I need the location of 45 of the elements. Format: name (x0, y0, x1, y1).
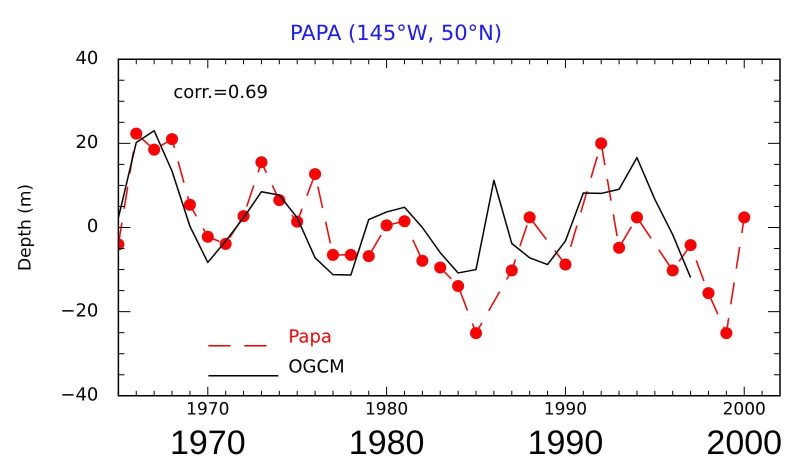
point (613, 242, 626, 254)
point (684, 239, 697, 252)
x-tick-label: 1980 (364, 399, 408, 420)
point (255, 156, 268, 168)
x-tick-label: 2000 (722, 399, 766, 420)
point (720, 327, 732, 340)
point (434, 261, 446, 274)
chart-title: PAPA (145°W, 50°N) (290, 21, 502, 46)
point (398, 215, 410, 228)
point (666, 264, 679, 276)
x2-tick-label: 1980 (348, 424, 424, 462)
point (595, 137, 608, 150)
point (702, 287, 714, 300)
point (344, 248, 357, 261)
x2-tick-label: 1990 (528, 424, 604, 462)
point (326, 248, 339, 261)
point (148, 144, 160, 156)
legend-label: OGCM (288, 356, 345, 378)
point (416, 254, 428, 267)
point (380, 219, 393, 232)
y-tick-label: 40 (75, 48, 98, 69)
point (166, 133, 178, 146)
point (202, 230, 214, 243)
point (524, 211, 536, 224)
point (184, 198, 196, 211)
point (309, 168, 322, 180)
x2-tick-label: 2000 (706, 424, 782, 462)
point (130, 128, 142, 140)
y-tick-label: −20 (60, 300, 98, 322)
point (470, 327, 482, 340)
point (362, 250, 375, 262)
point (559, 258, 572, 271)
point (630, 211, 643, 224)
legend-label: Papa (288, 326, 332, 348)
y-tick-label: 0 (86, 216, 98, 238)
point (506, 264, 518, 276)
annotation: corr.=0.69 (173, 82, 268, 103)
point (738, 211, 750, 224)
x-tick-label: 1990 (544, 399, 588, 420)
y-axis-title: Depth (m) (16, 184, 36, 272)
point (452, 280, 464, 292)
y-tick-label: 20 (75, 132, 98, 154)
x2-tick-label: 1970 (170, 424, 246, 462)
y-tick-label: −40 (60, 384, 98, 406)
x-tick-label: 1970 (186, 399, 230, 420)
